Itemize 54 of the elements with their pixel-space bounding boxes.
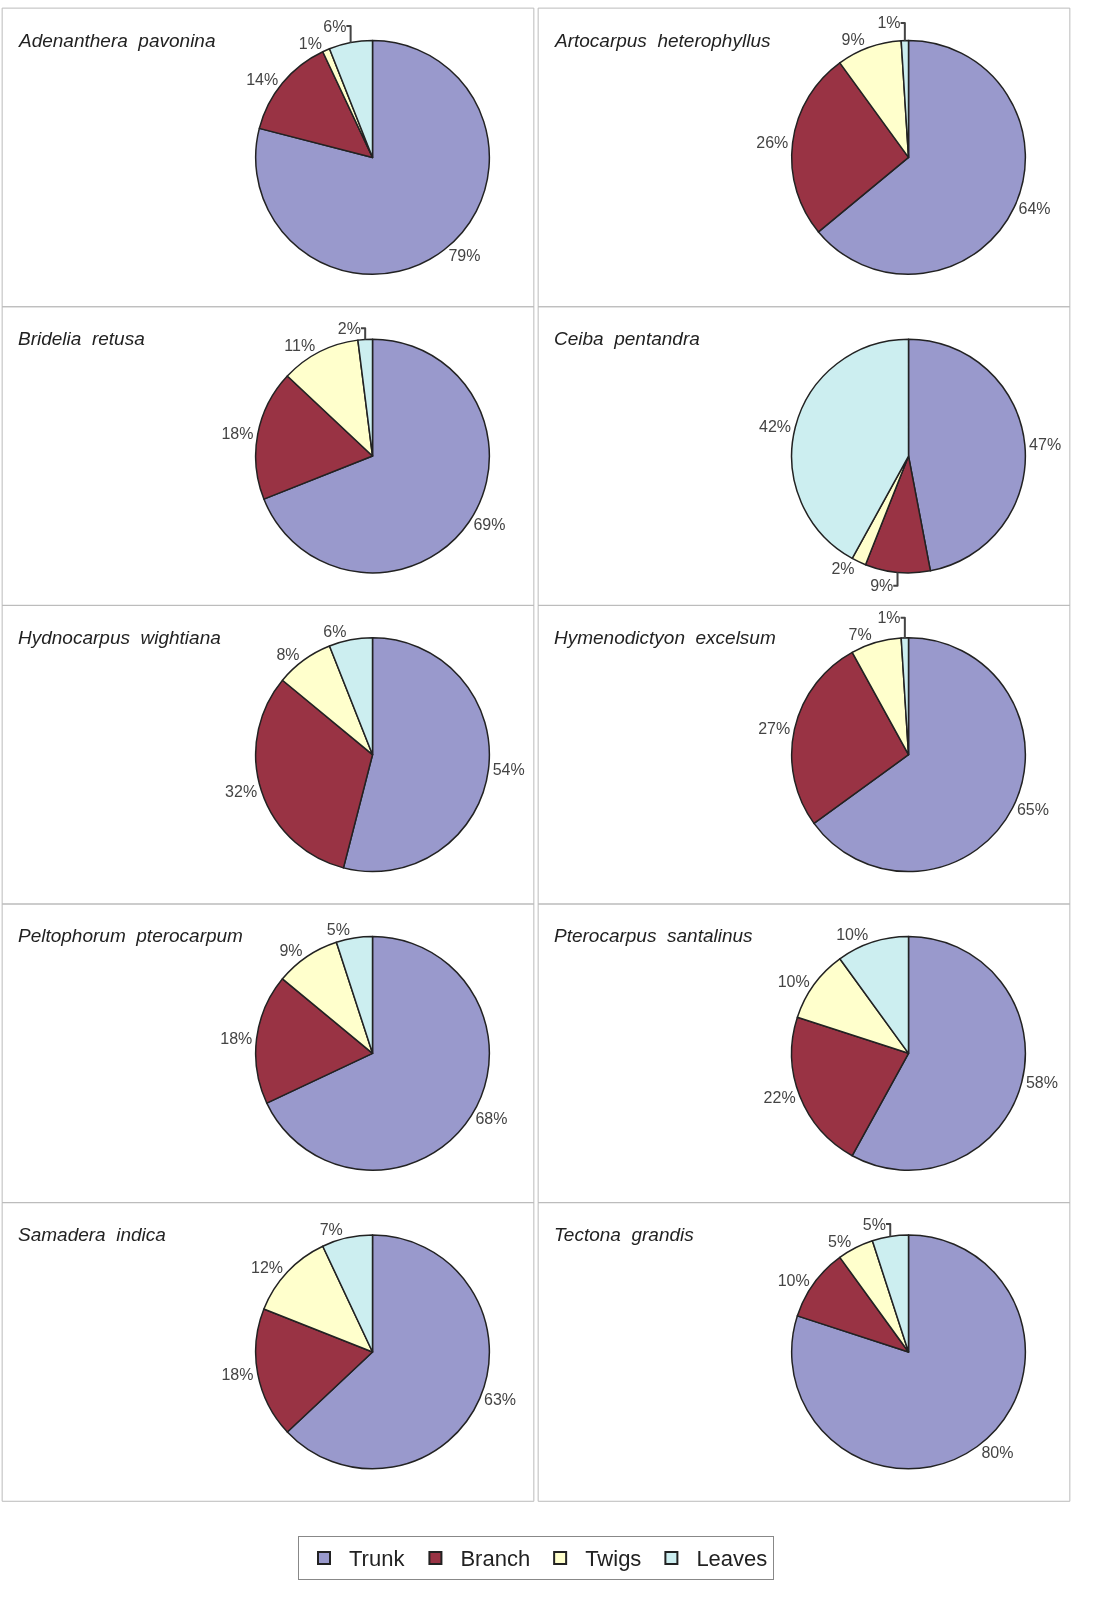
chart-title: Pterocarpus santalinus: [554, 925, 754, 946]
data-label: 68%: [475, 1109, 508, 1127]
data-label: 58%: [1025, 1074, 1058, 1092]
data-label: 80%: [981, 1443, 1014, 1461]
text: Hymenodictyon excelsum: [554, 627, 776, 648]
data-label: 1%: [877, 14, 901, 32]
data-label: 10%: [836, 926, 869, 943]
data-label: 18%: [221, 1365, 254, 1383]
data-label: 11%: [284, 336, 316, 354]
data-label: 6%: [323, 17, 347, 35]
data-label: 69%: [473, 515, 506, 533]
data-label: 18%: [221, 425, 254, 443]
data-label: 10%: [777, 973, 810, 991]
data-label: 7%: [848, 626, 872, 644]
data-label: 2%: [831, 560, 855, 578]
data-label: 63%: [484, 1391, 517, 1409]
data-label: 32%: [225, 783, 258, 801]
chart-title: Peltophorum pterocarpum: [18, 925, 243, 946]
data-label: 42%: [759, 417, 792, 435]
data-label: 9%: [279, 942, 303, 960]
text: Adenanthera pavonina: [18, 30, 216, 51]
legend-label: Leaves: [696, 1546, 768, 1572]
data-label: 12%: [251, 1259, 284, 1277]
data-label: 10%: [777, 1271, 810, 1289]
data-label: 54%: [492, 760, 525, 778]
data-label: 5%: [828, 1232, 852, 1250]
data-label: 9%: [870, 577, 894, 595]
chart-title: Hydnocarpus wightiana: [18, 627, 221, 648]
data-label: 5%: [862, 1215, 886, 1233]
data-label: 27%: [758, 720, 791, 738]
legend-label: Trunk: [349, 1546, 406, 1572]
legend-label: Twigs: [585, 1546, 642, 1572]
chart-title: Ceiba pentandra: [554, 328, 700, 349]
data-label: 64%: [1018, 200, 1051, 218]
data-label: 79%: [448, 246, 481, 264]
data-label: 8%: [276, 646, 300, 664]
data-label: 26%: [756, 134, 789, 152]
legend-label: Branch: [460, 1546, 531, 1572]
data-label: 47%: [1029, 436, 1062, 454]
data-label: 65%: [1016, 801, 1049, 818]
chart-title: Bridelia retusa: [18, 328, 145, 349]
text: Artocarpus heterophyllus: [554, 30, 771, 51]
data-label: 1%: [877, 609, 901, 627]
data-label: 14%: [246, 70, 279, 88]
text: Tectona grandis: [554, 1224, 695, 1245]
data-label: 2%: [337, 319, 361, 337]
data-label: 22%: [763, 1089, 796, 1106]
data-label: 7%: [319, 1221, 343, 1239]
data-label: 9%: [841, 31, 865, 49]
data-label: 5%: [326, 921, 350, 939]
data-label: 18%: [220, 1030, 253, 1048]
data-label: 6%: [323, 623, 347, 641]
data-label: 1%: [298, 34, 322, 52]
chart-title: Samadera indica: [18, 1224, 166, 1245]
